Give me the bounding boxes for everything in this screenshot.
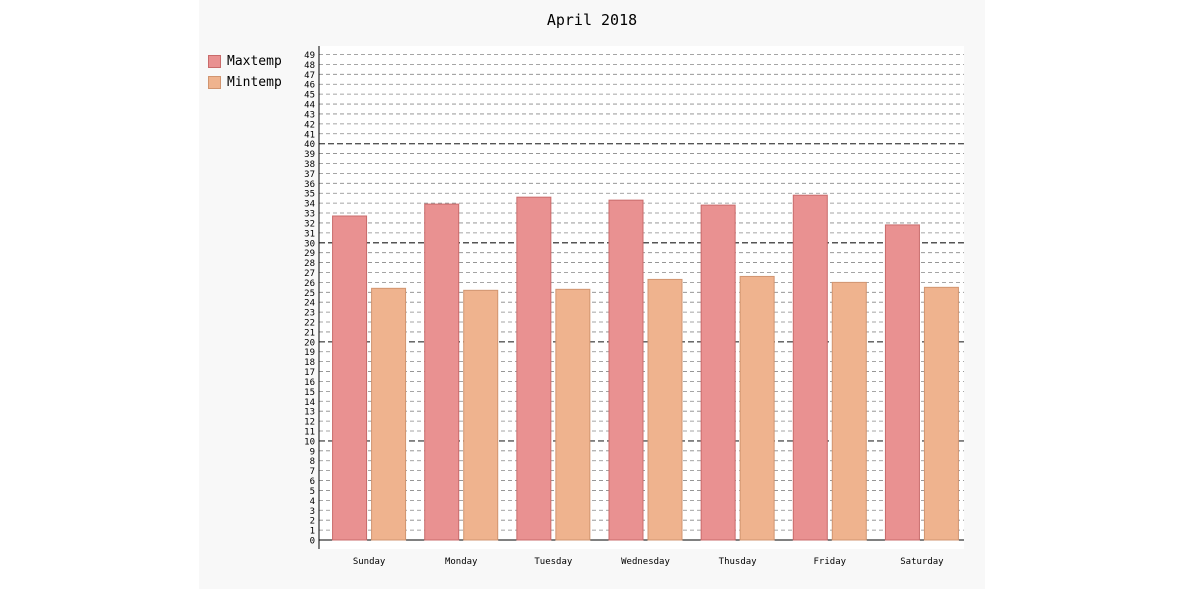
bar-mintemp	[739, 275, 775, 541]
x-tick-label: Sunday	[353, 557, 386, 567]
y-tick-label: 42	[304, 120, 315, 130]
y-tick-label: 3	[310, 507, 315, 517]
y-tick-label: 10	[304, 437, 315, 447]
y-tick-label: 16	[304, 378, 315, 388]
y-tick-label: 33	[304, 210, 315, 220]
y-tick-label: 37	[304, 170, 315, 180]
legend-swatch-maxtemp	[208, 54, 221, 68]
legend-label-mintemp: Mintemp	[227, 74, 282, 90]
y-tick-label: 5	[310, 487, 315, 497]
y-tick-label: 28	[304, 259, 315, 269]
x-tick-label: Thusday	[719, 557, 758, 567]
y-tick-label: 36	[304, 180, 315, 190]
y-tick-label: 29	[304, 249, 315, 259]
bar-mintemp	[371, 287, 407, 541]
y-tick-label: 21	[304, 328, 315, 338]
y-tick-label: 13	[304, 408, 315, 418]
y-tick-label: 15	[304, 388, 315, 398]
y-tick-label: 46	[304, 81, 315, 91]
y-tick-label: 38	[304, 160, 315, 170]
y-tick-label: 44	[304, 101, 315, 111]
x-tick-label: Wednesday	[621, 557, 670, 567]
y-tick-label: 4	[310, 497, 315, 507]
y-tick-label: 34	[304, 200, 315, 210]
bar-maxtemp	[884, 224, 920, 541]
y-tick-label: 31	[304, 229, 315, 239]
bar-chart: 0123456789101112131415161718192021222324…	[304, 46, 964, 567]
bar-maxtemp	[332, 215, 368, 541]
y-tick-label: 1	[310, 527, 315, 537]
y-tick-label: 41	[304, 130, 315, 140]
y-tick-label: 14	[304, 398, 315, 408]
bar-mintemp	[555, 288, 591, 541]
bar-maxtemp	[516, 196, 552, 541]
y-tick-label: 43	[304, 110, 315, 120]
y-tick-label: 19	[304, 348, 315, 358]
y-tick-label: 49	[304, 51, 315, 61]
bar-maxtemp	[700, 204, 736, 541]
y-tick-label: 22	[304, 319, 315, 329]
y-tick-label: 11	[304, 428, 315, 438]
y-tick-label: 7	[310, 467, 315, 477]
y-tick-label: 6	[310, 477, 315, 487]
y-tick-label: 27	[304, 269, 315, 279]
y-tick-label: 18	[304, 358, 315, 368]
y-tick-label: 23	[304, 309, 315, 319]
y-tick-label: 25	[304, 289, 315, 299]
y-tick-label: 26	[304, 279, 315, 289]
bar-mintemp	[923, 286, 959, 541]
legend-label-maxtemp: Maxtemp	[227, 53, 282, 69]
y-tick-label: 30	[304, 239, 315, 249]
y-tick-label: 20	[304, 338, 315, 348]
y-tick-label: 8	[310, 457, 315, 467]
y-tick-label: 39	[304, 150, 315, 160]
bar-maxtemp	[608, 199, 644, 541]
y-tick-label: 40	[304, 140, 315, 150]
y-tick-label: 35	[304, 190, 315, 200]
y-tick-label: 12	[304, 418, 315, 428]
chart-title: April 2018	[546, 11, 638, 29]
chart-frame: April 2018 Maxtemp Mintemp 0 1 2 3 4 5 6 7 8 9 10 1…	[199, 0, 985, 589]
y-tick-label: 17	[304, 368, 315, 378]
y-tick-label: 0	[310, 537, 315, 547]
x-tick-label: Friday	[814, 557, 847, 567]
legend-swatch-mintemp	[208, 75, 221, 89]
y-tick-label: 24	[304, 299, 315, 309]
bar-maxtemp	[792, 194, 828, 541]
y-tick-label: 47	[304, 71, 315, 81]
bar-mintemp	[831, 281, 867, 541]
y-tick-label: 2	[310, 517, 315, 527]
bar-maxtemp	[424, 203, 460, 541]
x-tick-label: Tuesday	[534, 557, 573, 567]
legend-item-mintemp: Mintemp	[208, 74, 282, 90]
legend-item-maxtemp: Maxtemp	[208, 53, 282, 69]
y-tick-label: 45	[304, 91, 315, 101]
bar-mintemp	[647, 278, 683, 541]
y-tick-label: 32	[304, 219, 315, 229]
x-tick-label: Saturday	[900, 557, 944, 567]
y-tick-label: 9	[310, 447, 315, 457]
x-tick-label: Monday	[445, 557, 478, 567]
bar-mintemp	[463, 289, 499, 541]
y-tick-label: 48	[304, 61, 315, 71]
